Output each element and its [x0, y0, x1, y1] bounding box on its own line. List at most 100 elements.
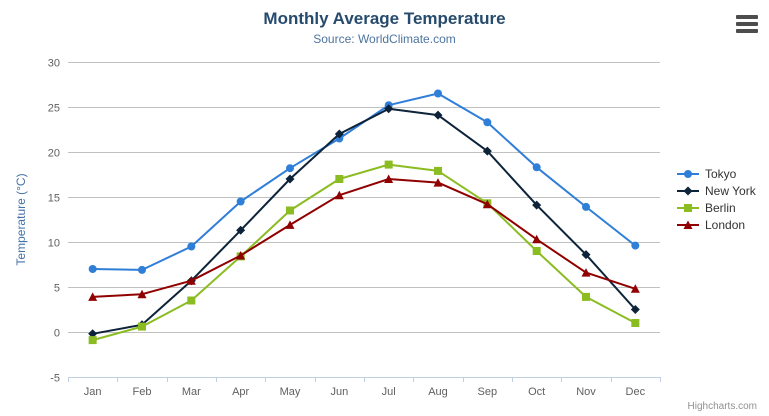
series-marker-london-mar[interactable]: [186, 276, 196, 285]
series-marker-london-aug[interactable]: [433, 178, 443, 187]
series-marker-tokyo-jan[interactable]: [88, 265, 97, 273]
series-marker-berlin-aug[interactable]: [434, 166, 442, 175]
y-tick-label: 25: [48, 103, 60, 115]
series-marker-berlin-may[interactable]: [286, 206, 294, 215]
x-tick-label: Mar: [182, 386, 201, 398]
series-marker-berlin-feb[interactable]: [138, 322, 146, 331]
series-marker-london-sep[interactable]: [482, 199, 492, 209]
y-tick-label: 10: [48, 238, 60, 250]
series-marker-new-york-sep[interactable]: [482, 146, 492, 156]
series-marker-berlin-oct[interactable]: [532, 247, 541, 255]
legend-label-new-york: New York: [705, 184, 756, 198]
x-tick-label: Dec: [626, 386, 646, 398]
series-marker-tokyo-aug[interactable]: [434, 89, 442, 98]
x-tick-label: Feb: [133, 386, 152, 398]
series-marker-new-york-may[interactable]: [285, 174, 295, 184]
legend-marker-diamond-icon: [677, 186, 699, 196]
chart-subtitle: Source: WorldClimate.com: [313, 32, 456, 46]
x-tick-label: Jan: [84, 386, 102, 398]
x-tick-label: Jul: [382, 386, 396, 398]
gridlines: [68, 62, 660, 378]
y-tick-label: 20: [48, 148, 60, 160]
hamburger-menu-icon: [736, 22, 758, 26]
series-marker-new-york-dec[interactable]: [630, 305, 640, 314]
series-marker-berlin-jan[interactable]: [88, 336, 97, 345]
x-tick-label: Apr: [232, 386, 249, 398]
legend-diamond-glyph: [683, 186, 693, 196]
x-tick-label: Nov: [576, 386, 596, 398]
series-marker-london-dec[interactable]: [630, 284, 640, 293]
series-marker-london-may[interactable]: [285, 220, 295, 229]
legend-triangle-glyph: [683, 220, 693, 229]
legend-item-london[interactable]: London: [676, 218, 756, 232]
series-marker-berlin-dec[interactable]: [631, 319, 640, 327]
series-marker-london-jun[interactable]: [334, 190, 344, 200]
hamburger-menu-icon: [736, 29, 758, 33]
legend-item-tokyo[interactable]: Tokyo: [676, 167, 756, 181]
y-tick-label: -5: [50, 373, 60, 385]
x-tick-label: Sep: [478, 386, 498, 398]
series-marker-new-york-aug[interactable]: [433, 110, 443, 120]
y-axis-labels: -5 0 5 10 15 20 25 30: [48, 58, 60, 385]
series-tokyo[interactable]: [88, 89, 640, 274]
series-marker-new-york-jul[interactable]: [384, 104, 394, 114]
highcharts-credit[interactable]: Highcharts.com: [687, 401, 757, 412]
x-tick-label: Jun: [330, 386, 348, 398]
series-line-new-york[interactable]: [91, 107, 637, 335]
series-marker-berlin-jul[interactable]: [384, 160, 393, 169]
y-axis-title: Temperature (°C): [14, 173, 28, 265]
series-marker-london-feb[interactable]: [137, 289, 147, 299]
y-tick-label: 30: [48, 58, 60, 70]
y-tick-label: 0: [54, 328, 60, 340]
series-marker-new-york-nov[interactable]: [581, 250, 591, 260]
series-marker-london-nov[interactable]: [581, 268, 591, 277]
chart-title: Monthly Average Temperature: [263, 9, 506, 28]
series-marker-london-apr[interactable]: [236, 251, 246, 260]
series-line-london[interactable]: [91, 178, 637, 298]
series-marker-london-jul[interactable]: [384, 174, 394, 184]
series-london[interactable]: [88, 174, 640, 301]
series-marker-new-york-jun[interactable]: [334, 129, 344, 139]
series-marker-new-york-jan[interactable]: [88, 329, 98, 339]
series-marker-berlin-nov[interactable]: [582, 292, 590, 301]
legend-label-london: London: [705, 218, 746, 232]
x-axis: [68, 377, 661, 382]
x-tick-label: Oct: [528, 386, 545, 398]
series-marker-london-jan[interactable]: [88, 292, 98, 301]
y-tick-label: 5: [54, 283, 60, 295]
series-marker-tokyo-may[interactable]: [286, 164, 294, 173]
y-tick-label: 15: [48, 193, 60, 205]
series-marker-tokyo-feb[interactable]: [138, 265, 146, 274]
legend-marker-circle-icon: [677, 170, 699, 178]
legend-square-glyph: [684, 204, 692, 212]
legend-label-berlin: Berlin: [705, 201, 736, 215]
legend: Tokyo New York Berlin London: [676, 167, 756, 232]
series-marker-new-york-apr[interactable]: [236, 225, 246, 235]
series-line-tokyo[interactable]: [91, 92, 637, 271]
x-axis-labels: Jan Feb Mar Apr May Jun Jul Aug Sep Oct Nov Dec: [84, 386, 646, 398]
series-marker-new-york-oct[interactable]: [532, 200, 542, 210]
legend-label-tokyo: Tokyo: [705, 167, 737, 181]
series-marker-tokyo-mar[interactable]: [187, 242, 196, 251]
legend-marker-square-icon: [677, 204, 699, 212]
series-marker-tokyo-apr[interactable]: [236, 197, 245, 206]
series-marker-berlin-mar[interactable]: [187, 296, 196, 305]
series-new-york[interactable]: [88, 104, 640, 339]
legend-item-new-york[interactable]: New York: [676, 184, 756, 198]
series-marker-tokyo-sep[interactable]: [483, 118, 492, 127]
series-line-berlin[interactable]: [91, 163, 637, 342]
series-marker-tokyo-dec[interactable]: [631, 241, 640, 250]
x-tick-label: Aug: [428, 386, 448, 398]
legend-circle-glyph: [684, 170, 692, 178]
x-tick-label: May: [280, 386, 301, 398]
export-menu-button[interactable]: [733, 13, 761, 35]
series-marker-berlin-jun[interactable]: [335, 175, 344, 183]
legend-marker-triangle-icon: [677, 220, 699, 229]
series-marker-tokyo-oct[interactable]: [532, 163, 541, 172]
series-marker-tokyo-nov[interactable]: [582, 202, 590, 211]
hamburger-menu-icon: [736, 15, 758, 19]
legend-item-berlin[interactable]: Berlin: [676, 201, 756, 215]
series-marker-london-oct[interactable]: [532, 234, 542, 244]
